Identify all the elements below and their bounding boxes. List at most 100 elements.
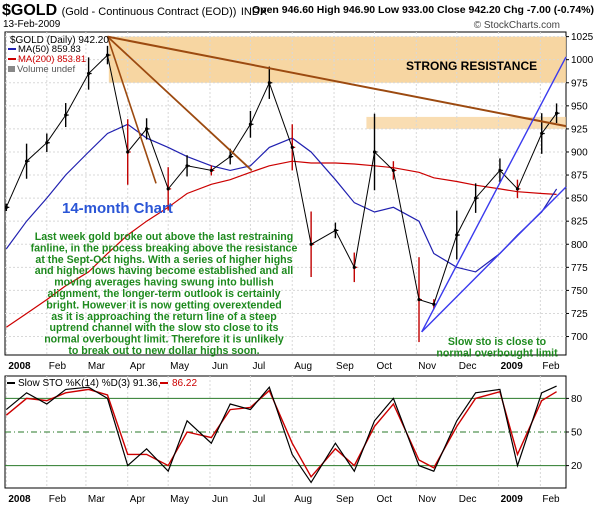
commentary-line: uptrend channel with the slow sto close … bbox=[50, 322, 279, 334]
price-point bbox=[455, 233, 459, 237]
price-ytick-label: 975 bbox=[571, 78, 588, 89]
commentary-line: at the Sept-Oct highs. With a series of … bbox=[35, 254, 292, 266]
price-xtick-label: Jul bbox=[252, 361, 265, 372]
price-point bbox=[290, 145, 294, 149]
chart-date: 13-Feb-2009 bbox=[3, 19, 61, 30]
legend-sto: Slow STO %K(14) %D(3) 91.36, bbox=[18, 378, 161, 389]
legend-sto-d: 86.22 bbox=[172, 378, 197, 389]
price-point bbox=[309, 242, 313, 246]
price-xtick-label: Nov bbox=[418, 361, 436, 372]
sto-xtick-label: Oct bbox=[377, 494, 393, 505]
legend-ma50: MA(50) 859.83 bbox=[18, 44, 81, 55]
commentary-line: moving averages having swung into bullis… bbox=[54, 277, 274, 289]
price-point bbox=[185, 164, 189, 168]
price-ytick-label: 800 bbox=[571, 240, 588, 251]
sto-xtick-label: Aug bbox=[294, 494, 312, 505]
price-point bbox=[352, 265, 356, 269]
symbol-title: $GOLD (Gold - Continuous Contract (EOD))… bbox=[2, 2, 267, 20]
sto-xtick-label: Sep bbox=[336, 494, 354, 505]
sto-panel-frame bbox=[4, 375, 567, 489]
price-ytick-label: 825 bbox=[571, 217, 588, 228]
watermark: © StockCharts.com bbox=[473, 20, 560, 31]
price-point bbox=[209, 168, 213, 173]
price-xtick-label: Apr bbox=[130, 361, 146, 372]
restraining-fanline bbox=[107, 35, 567, 128]
commentary-line: normal overbought limit. Therefore it is… bbox=[44, 334, 284, 346]
channel-support-line bbox=[421, 186, 567, 333]
price-point bbox=[417, 298, 421, 302]
sto-ytick-label: 80 bbox=[571, 394, 583, 405]
price-point bbox=[87, 71, 91, 76]
price-point bbox=[540, 131, 544, 136]
price-point bbox=[64, 113, 68, 117]
price-xtick-label: Sep bbox=[336, 361, 354, 372]
price-point bbox=[166, 187, 170, 191]
price-ytick-label: 925 bbox=[571, 124, 588, 135]
price-point bbox=[24, 159, 29, 163]
price-xtick-label: Feb bbox=[542, 361, 560, 372]
contract-name: (Gold - Continuous Contract (EOD)) bbox=[61, 6, 237, 18]
price-xtick-label: Aug bbox=[294, 361, 312, 372]
price-xtick-label: May bbox=[170, 361, 189, 372]
fanline-2 bbox=[106, 35, 253, 172]
price-ytick-label: 750 bbox=[571, 286, 588, 297]
price-point bbox=[432, 302, 436, 306]
price-point bbox=[248, 122, 253, 126]
price-point bbox=[474, 196, 478, 200]
commentary-line: bright. However it is now getting overex… bbox=[46, 299, 281, 311]
price-point bbox=[105, 53, 110, 57]
sto-xtick-label: Jun bbox=[212, 494, 228, 505]
sto-ytick-label: 50 bbox=[571, 428, 583, 439]
sto-xtick-label: Jul bbox=[252, 494, 265, 505]
price-xtick-label: 2008 bbox=[8, 361, 31, 372]
price-point bbox=[515, 187, 520, 191]
sto-note-line: normal overbought limit bbox=[436, 348, 558, 360]
commentary-line: and higher lows having become establishe… bbox=[35, 265, 293, 277]
price-line bbox=[5, 54, 558, 305]
commentary-line: fanline, in the process breaking above t… bbox=[31, 242, 298, 254]
commentary-line: to break out to new dollar highs soon. bbox=[68, 345, 259, 357]
minor-resistance-zone bbox=[366, 116, 566, 129]
sto-xtick-label: Dec bbox=[459, 494, 477, 505]
sto-xtick-label: Feb bbox=[542, 494, 560, 505]
price-point bbox=[372, 150, 377, 154]
ma200-line bbox=[5, 160, 557, 328]
legend-ma200: MA(200) 853.81 bbox=[18, 54, 86, 65]
price-ytick-label: 725 bbox=[571, 309, 588, 320]
price-ytick-label: 1000 bbox=[571, 55, 594, 66]
sto-k-line bbox=[5, 385, 557, 484]
exchange: INDX bbox=[240, 6, 268, 18]
commentary-line: Last week gold broke out above the last … bbox=[35, 231, 293, 243]
legend-volume-swatch bbox=[8, 66, 15, 72]
price-ytick-label: 775 bbox=[571, 263, 588, 274]
price-point bbox=[228, 154, 232, 159]
price-ytick-label: 900 bbox=[571, 147, 588, 158]
price-xtick-label: Oct bbox=[377, 361, 393, 372]
ma50-line bbox=[5, 123, 558, 273]
price-xtick-label: Jun bbox=[212, 361, 228, 372]
channel-return-line bbox=[421, 56, 567, 333]
price-point bbox=[391, 168, 395, 173]
legend-main: $GOLD (Daily) 942.20 bbox=[10, 35, 109, 46]
price-point bbox=[333, 228, 337, 233]
price-xtick-label: Feb bbox=[49, 361, 67, 372]
symbol: $GOLD bbox=[2, 2, 58, 19]
legend-volume: Volume undef bbox=[17, 64, 75, 75]
commentary-line: alignment, the longer-term outlook is ce… bbox=[47, 288, 280, 300]
price-point bbox=[45, 141, 49, 145]
price-point bbox=[267, 81, 271, 85]
sto-xtick-label: May bbox=[170, 494, 189, 505]
price-point bbox=[498, 168, 502, 173]
price-ytick-label: 950 bbox=[571, 101, 588, 112]
price-xtick-label: Dec bbox=[459, 361, 477, 372]
ohlc-readout: Open 946.60 High 946.90 Low 933.00 Close… bbox=[252, 4, 594, 16]
price-ytick-label: 1025 bbox=[571, 32, 594, 43]
sto-note-line: Slow sto is close to bbox=[448, 336, 547, 348]
price-xtick-label: 2009 bbox=[501, 361, 524, 372]
sto-xtick-label: 2009 bbox=[501, 494, 524, 505]
price-xtick-label: Mar bbox=[88, 361, 106, 372]
chart-title-annotation: 14-month Chart bbox=[62, 200, 173, 217]
fanline-3 bbox=[106, 36, 157, 184]
